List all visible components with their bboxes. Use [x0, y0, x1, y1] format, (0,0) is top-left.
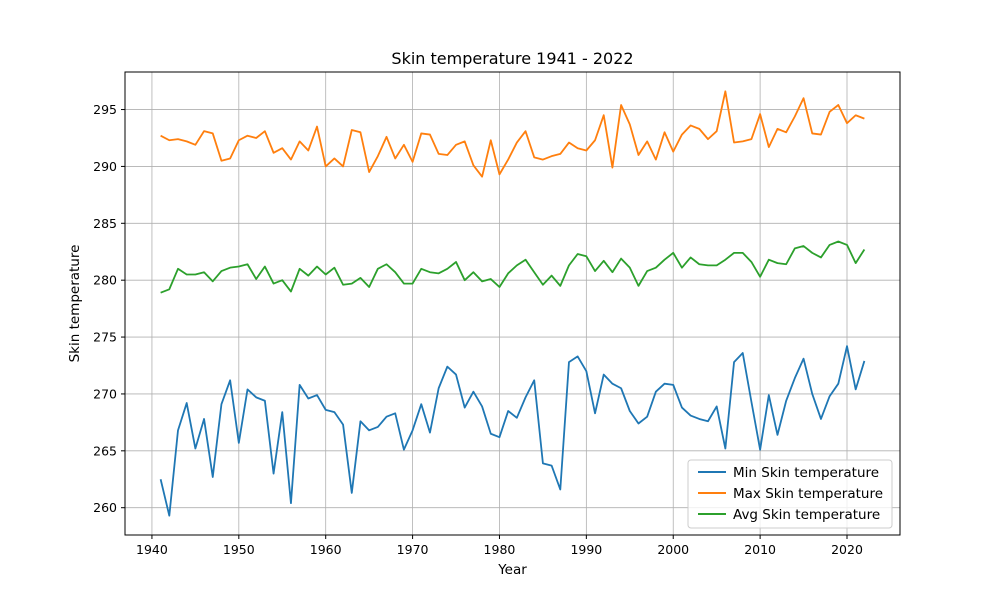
- x-tick-label: 1980: [484, 542, 516, 557]
- y-tick-label: 265: [93, 443, 117, 458]
- legend-label-min: Min Skin temperature: [733, 465, 879, 481]
- y-tick-label: 260: [93, 500, 117, 515]
- legend: Min Skin temperature Max Skin temperatur…: [687, 459, 893, 529]
- y-tick-label: 275: [93, 330, 117, 345]
- legend-frame: [687, 459, 893, 529]
- y-tick-label: 280: [93, 273, 117, 288]
- x-axis-title: Year: [497, 562, 527, 578]
- chart-title: Skin temperature 1941 - 2022: [391, 49, 633, 68]
- y-axis-title: Skin temperature: [67, 245, 83, 363]
- y-tick-label: 270: [93, 386, 117, 401]
- avg-skin-temperature-line: [160, 240, 866, 294]
- plot-frame: [124, 71, 901, 536]
- x-tick-label: 2000: [657, 542, 689, 557]
- max-skin-temperature-line: [160, 90, 865, 178]
- x-tick-label: 2010: [744, 542, 776, 557]
- x-tick-label: 1950: [223, 542, 255, 557]
- x-axis-ticks: 1940 1950 1960 1970 1980 1990 2000 2010 2020: [136, 535, 863, 557]
- legend-label-max: Max Skin temperature: [733, 486, 883, 502]
- legend-label-avg: Avg Skin temperature: [733, 507, 880, 523]
- y-tick-label: 285: [93, 216, 117, 231]
- x-tick-label: 1990: [570, 542, 602, 557]
- x-tick-label: 2020: [831, 542, 863, 557]
- y-tick-label: 295: [93, 102, 117, 117]
- y-axis-ticks: 260 265 270 275 280 285 290 295: [93, 102, 125, 515]
- x-tick-label: 1960: [310, 542, 342, 557]
- min-skin-temperature-line: [159, 345, 866, 517]
- x-tick-label: 1940: [136, 542, 168, 557]
- series-lines: [159, 90, 866, 517]
- y-tick-label: 290: [93, 159, 117, 174]
- x-tick-label: 1970: [397, 542, 429, 557]
